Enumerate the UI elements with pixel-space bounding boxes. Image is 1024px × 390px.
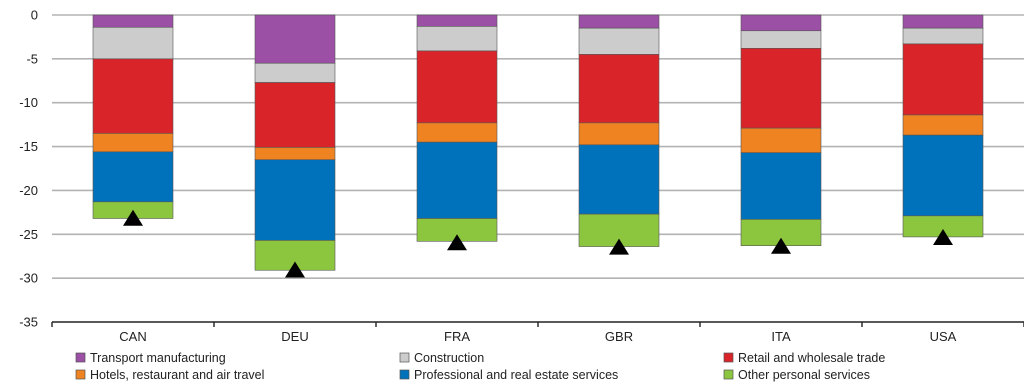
total-marker bbox=[447, 234, 467, 251]
legend-swatch bbox=[399, 352, 410, 363]
y-tick-label: -30 bbox=[19, 271, 38, 286]
total-marker bbox=[771, 237, 791, 254]
legend-swatch bbox=[723, 352, 734, 363]
bar-segment bbox=[578, 144, 660, 215]
bar-segment bbox=[740, 152, 822, 220]
bar-segment bbox=[578, 27, 660, 55]
bar-segment bbox=[740, 127, 822, 154]
y-tick-label: -25 bbox=[19, 227, 38, 242]
bar-segment bbox=[92, 26, 174, 60]
y-tick-label: -20 bbox=[19, 183, 38, 198]
bar-segment bbox=[902, 14, 984, 29]
bar-segment bbox=[902, 27, 984, 45]
legend-swatch bbox=[399, 369, 410, 380]
legend-label: Professional and real estate services bbox=[414, 368, 618, 382]
legend-swatch bbox=[75, 352, 86, 363]
bar-segment bbox=[416, 122, 498, 143]
legend-label: Retail and wholesale trade bbox=[738, 351, 885, 365]
bar-segment bbox=[902, 134, 984, 217]
bar-segment bbox=[416, 50, 498, 124]
bar-segment bbox=[740, 14, 822, 32]
bar-segment bbox=[416, 141, 498, 219]
y-tick-label: -5 bbox=[26, 51, 38, 66]
legend: Transport manufacturing Construction Retai… bbox=[75, 351, 885, 382]
bar-segment bbox=[902, 114, 984, 136]
gridlines bbox=[52, 14, 1024, 279]
bar-segment bbox=[254, 82, 336, 148]
x-tick-label: ITA bbox=[771, 329, 791, 344]
total-marker bbox=[285, 261, 305, 278]
total-marker bbox=[123, 209, 143, 226]
bar-segment bbox=[416, 26, 498, 52]
bar-segment bbox=[254, 159, 336, 241]
axes: 0 -5 -10 -15 -20 -25 -30 -35 CAN DEU FRA GBR ITA USA bbox=[19, 8, 1024, 344]
bar-segment bbox=[92, 151, 174, 203]
bar-segment bbox=[254, 147, 336, 161]
y-tick-label: -10 bbox=[19, 95, 38, 110]
total-marker bbox=[609, 238, 629, 255]
bar-segment bbox=[92, 133, 174, 153]
bars bbox=[92, 14, 984, 271]
total-markers bbox=[123, 209, 953, 278]
bar-segment bbox=[254, 14, 336, 64]
x-tick-label: CAN bbox=[119, 329, 146, 344]
y-tick-label: -35 bbox=[19, 315, 38, 330]
bar-segment bbox=[92, 58, 174, 134]
legend-swatch bbox=[75, 369, 86, 380]
x-tick-label: USA bbox=[930, 329, 957, 344]
legend-swatch bbox=[723, 369, 734, 380]
bar-segment bbox=[578, 14, 660, 29]
total-marker bbox=[933, 228, 953, 245]
legend-label: Construction bbox=[414, 351, 484, 365]
y-tick-label: 0 bbox=[31, 8, 38, 23]
bar-segment bbox=[578, 54, 660, 124]
x-tick-label: DEU bbox=[281, 329, 308, 344]
bar-segment bbox=[416, 14, 498, 27]
bar-segment bbox=[740, 30, 822, 49]
bar-segment bbox=[902, 43, 984, 116]
legend-label: Transport manufacturing bbox=[90, 351, 226, 365]
y-tick-label: -15 bbox=[19, 139, 38, 154]
bar-segment bbox=[578, 122, 660, 146]
bar-segment bbox=[740, 48, 822, 129]
legend-label: Hotels, restaurant and air travel bbox=[90, 368, 264, 382]
bar-segment bbox=[254, 62, 336, 83]
x-tick-label: GBR bbox=[605, 329, 633, 344]
x-tick-label: FRA bbox=[444, 329, 470, 344]
legend-label: Other personal services bbox=[738, 368, 870, 382]
bar-segment bbox=[92, 14, 174, 28]
